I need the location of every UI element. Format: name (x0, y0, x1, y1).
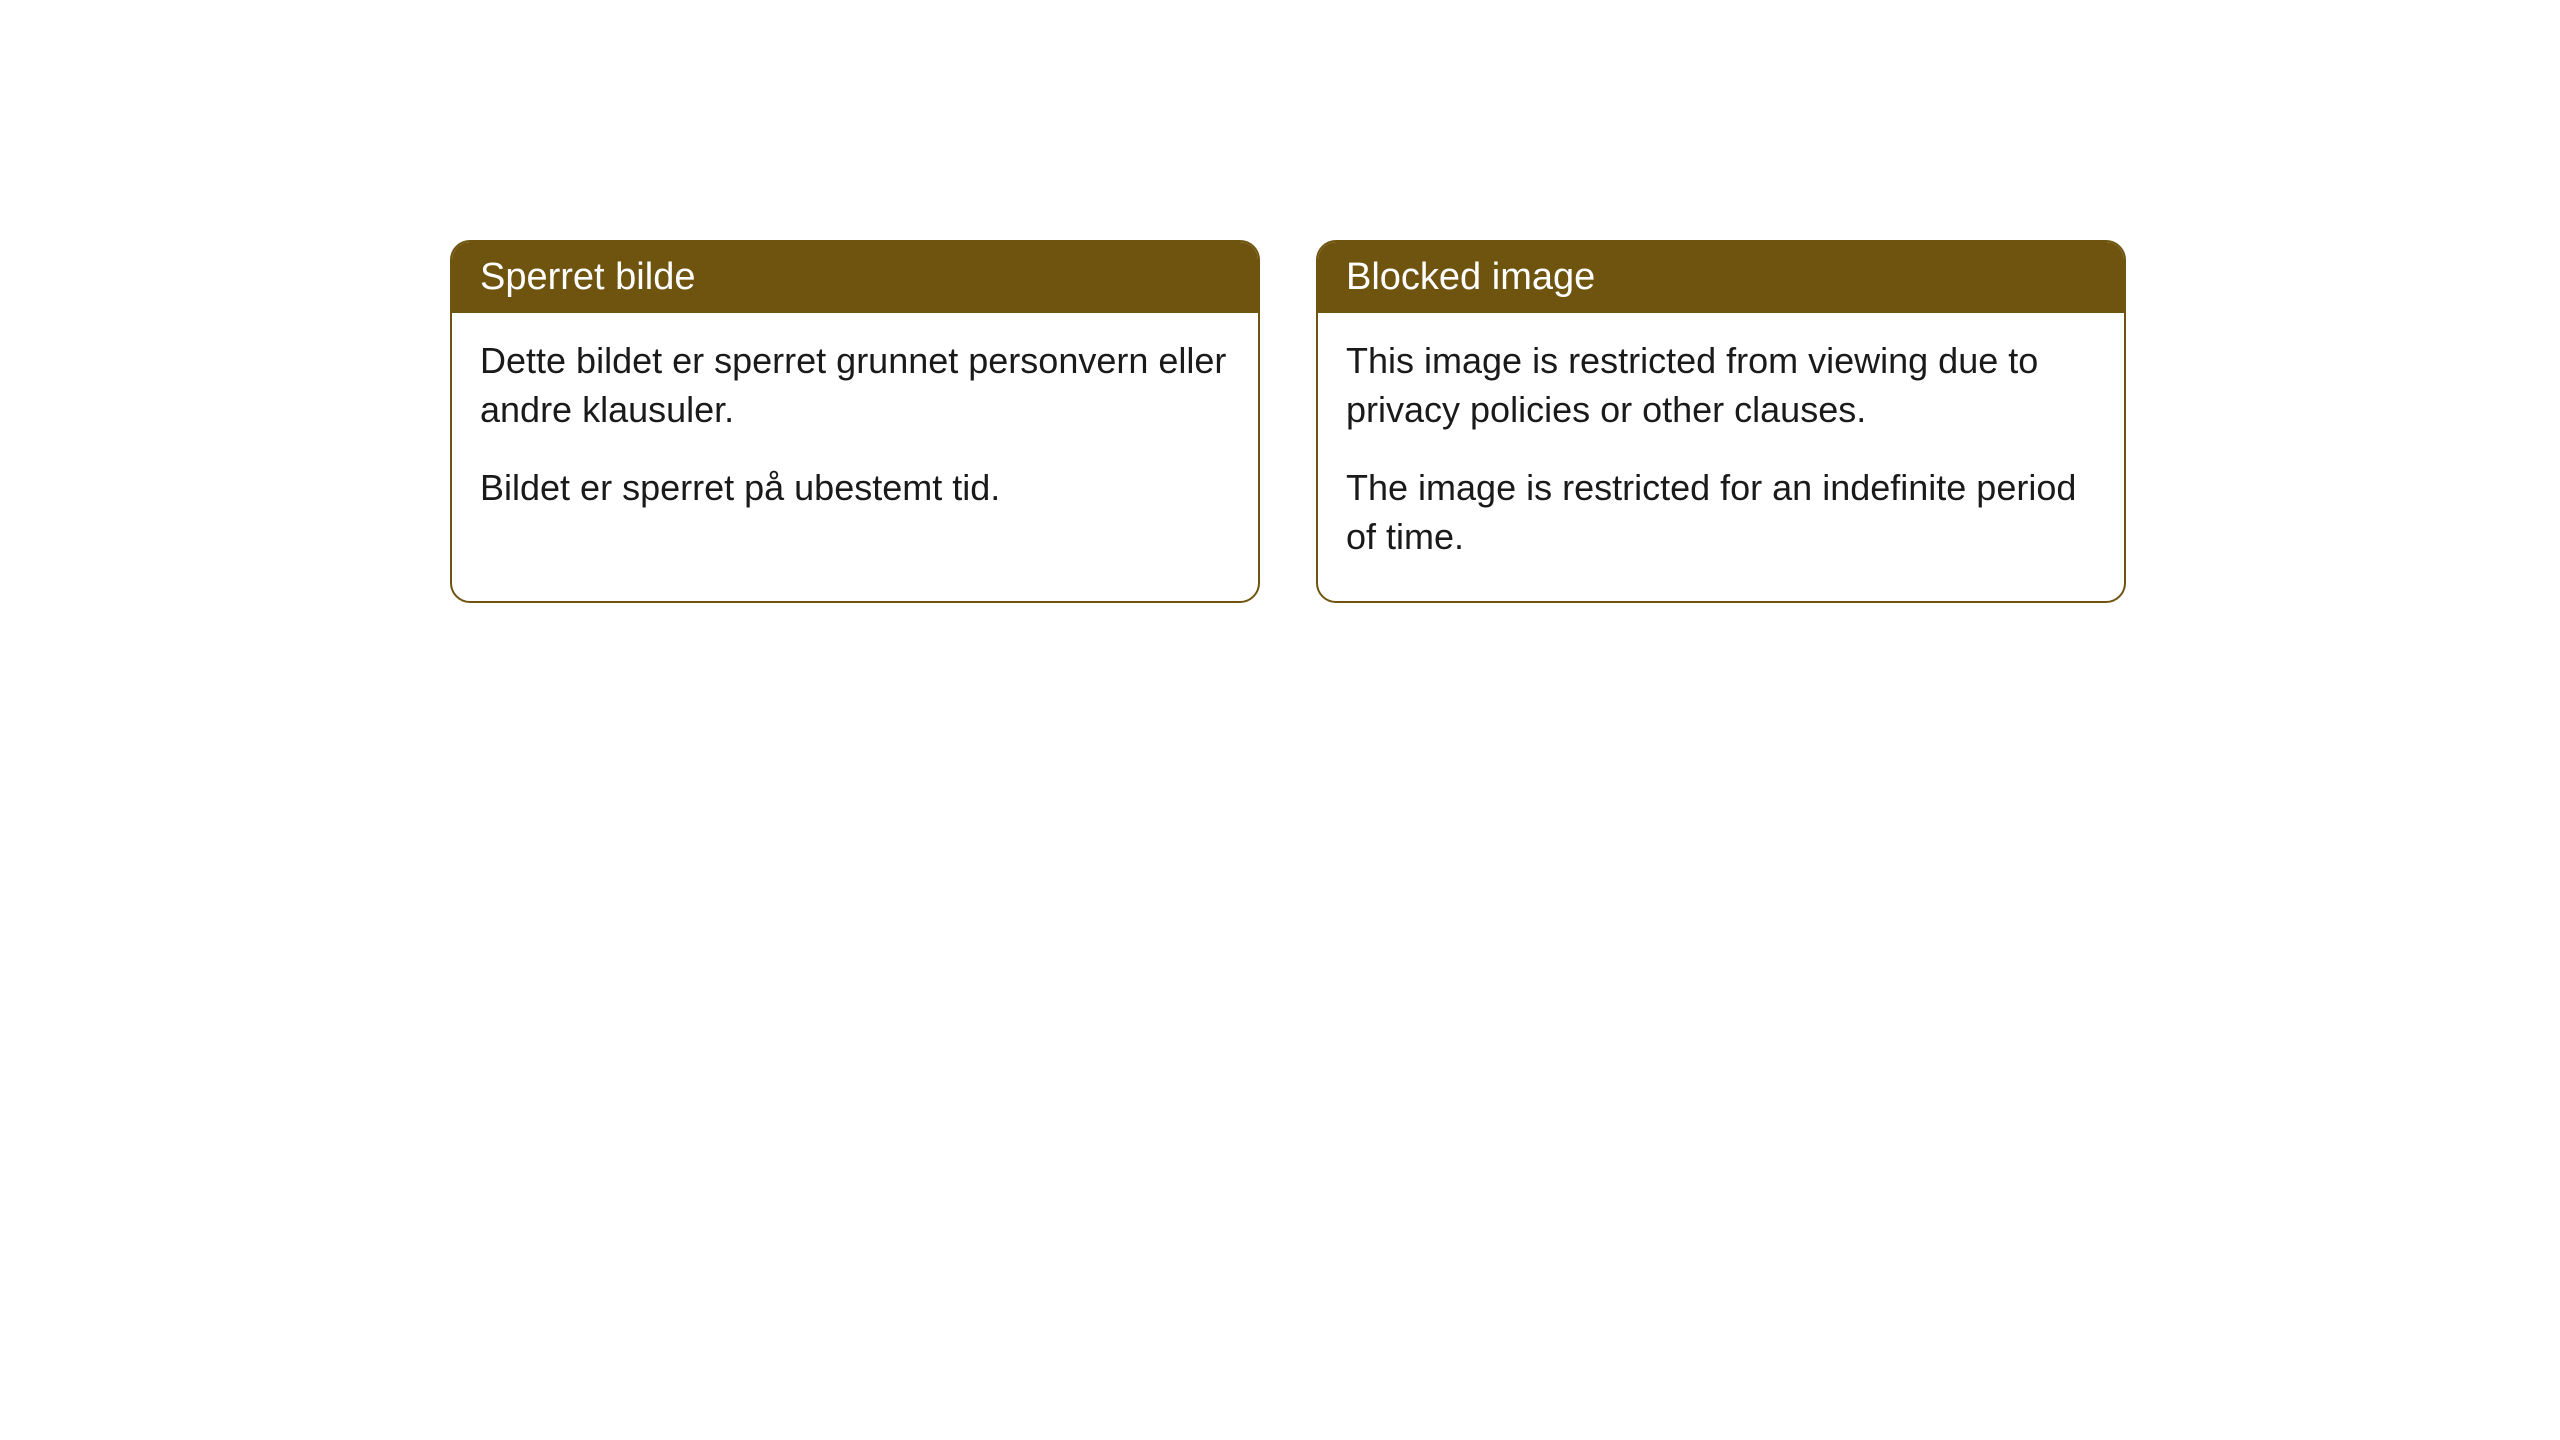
card-paragraph: This image is restricted from viewing du… (1346, 337, 2096, 434)
blocked-image-card-english: Blocked image This image is restricted f… (1316, 240, 2126, 603)
notice-cards-container: Sperret bilde Dette bildet er sperret gr… (450, 240, 2560, 603)
card-title: Sperret bilde (480, 256, 695, 298)
card-body: Dette bildet er sperret grunnet personve… (452, 313, 1258, 553)
card-body: This image is restricted from viewing du… (1318, 313, 2124, 601)
card-paragraph: Bildet er sperret på ubestemt tid. (480, 464, 1230, 513)
blocked-image-card-norwegian: Sperret bilde Dette bildet er sperret gr… (450, 240, 1260, 603)
card-header: Blocked image (1318, 242, 2124, 313)
card-title: Blocked image (1346, 256, 1595, 298)
card-paragraph: The image is restricted for an indefinit… (1346, 464, 2096, 561)
card-paragraph: Dette bildet er sperret grunnet personve… (480, 337, 1230, 434)
card-header: Sperret bilde (452, 242, 1258, 313)
